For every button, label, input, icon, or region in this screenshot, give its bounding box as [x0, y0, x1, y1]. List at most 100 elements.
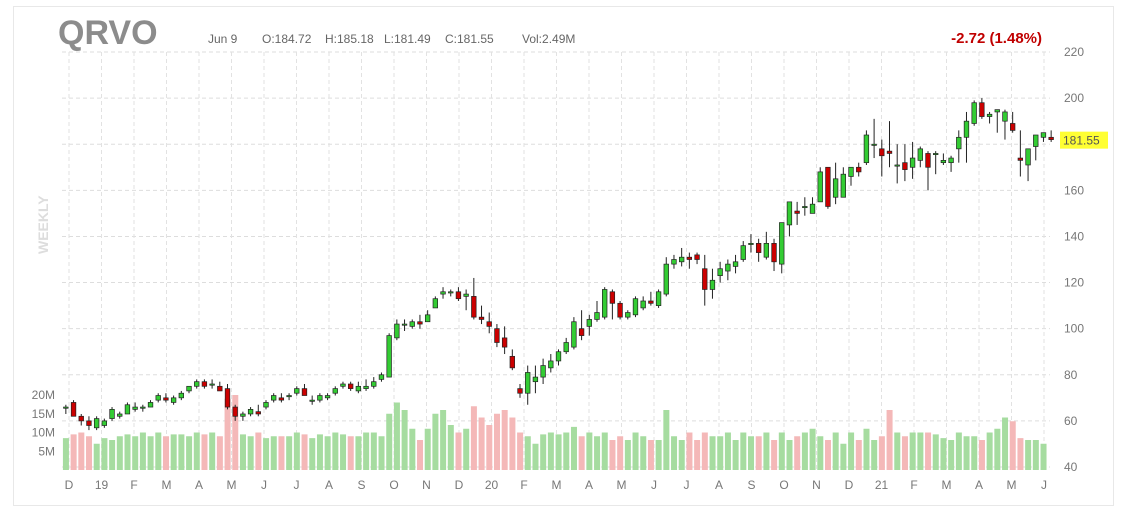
candle-body	[378, 374, 385, 380]
volume-bar	[124, 434, 131, 470]
volume-bar	[86, 436, 93, 470]
candle	[594, 301, 600, 322]
volume-bar	[478, 417, 485, 470]
candle-body	[948, 157, 954, 164]
volume-bar	[694, 440, 701, 470]
volume-bar	[62, 438, 69, 470]
chart-frame	[13, 6, 1114, 506]
volume-bar	[116, 436, 123, 470]
volume-bar	[270, 436, 277, 470]
volume-bar	[786, 440, 793, 470]
volume-bar	[755, 436, 762, 470]
candle-body	[324, 395, 331, 399]
candle-body	[548, 360, 554, 369]
candle	[1017, 130, 1024, 177]
candle-body	[979, 102, 985, 117]
y-tick-label: 80	[1064, 368, 1078, 382]
candle	[755, 238, 762, 262]
volume-bar	[801, 432, 808, 470]
candle-body	[779, 222, 785, 265]
candle-body	[348, 383, 354, 389]
volume-bar	[778, 432, 785, 470]
candle-body	[694, 254, 700, 260]
candle-body	[909, 157, 916, 168]
candle-body	[278, 397, 285, 401]
volume-bar	[447, 425, 454, 470]
volume-bar	[771, 440, 778, 470]
volume-bar	[832, 432, 839, 470]
candle-body	[717, 268, 723, 276]
candle	[655, 289, 662, 308]
candle-body	[409, 321, 415, 327]
candle	[294, 386, 300, 396]
high-value: H:185.18	[325, 32, 374, 46]
candle-body	[178, 392, 184, 399]
volume-bar	[132, 436, 139, 470]
candle-body	[755, 243, 762, 253]
candle	[617, 301, 623, 320]
candle-body	[271, 395, 277, 401]
candle	[417, 314, 423, 329]
candle-body	[486, 321, 492, 327]
x-tick-label: M	[227, 478, 237, 492]
volume-bar	[209, 432, 216, 470]
candle	[979, 98, 985, 119]
volume-bar	[186, 436, 193, 470]
candle	[1033, 134, 1039, 161]
candle-body	[594, 312, 600, 320]
candle	[301, 384, 308, 396]
x-tick-label: J	[651, 478, 657, 492]
candle	[471, 277, 477, 320]
candle-body	[140, 406, 146, 409]
volume-bar	[540, 434, 547, 470]
candle	[602, 287, 608, 320]
candle	[802, 197, 808, 216]
volume-bar	[255, 432, 262, 470]
x-tick-label: O	[779, 478, 788, 492]
candle-body	[925, 153, 931, 168]
volume-bar	[570, 426, 577, 470]
candle	[278, 393, 285, 403]
candle	[201, 379, 208, 389]
y-tick-label: 160	[1064, 183, 1084, 197]
volume-bar	[409, 428, 416, 470]
candle-body	[956, 136, 962, 150]
candle	[632, 296, 639, 318]
candle-body	[640, 300, 646, 309]
volume-bar	[871, 440, 878, 470]
candle-body	[509, 355, 515, 369]
volume-bar	[109, 440, 116, 470]
volume-bar	[370, 432, 377, 470]
candle	[147, 400, 154, 408]
candle	[817, 167, 823, 203]
candle-body	[809, 203, 816, 214]
candle	[886, 121, 893, 168]
candle	[894, 144, 900, 184]
candle	[1040, 132, 1047, 142]
volume-bar	[609, 440, 616, 470]
volume-bar	[547, 432, 554, 470]
candle	[371, 377, 377, 389]
candle-body	[463, 293, 469, 297]
x-tick-label: M	[552, 478, 562, 492]
candle-body	[617, 302, 623, 318]
candle	[78, 413, 84, 426]
x-tick-label: O	[389, 478, 398, 492]
x-tick-label: S	[747, 478, 755, 492]
x-tick-label: 19	[95, 478, 109, 492]
x-tick-label: F	[910, 478, 917, 492]
candle-body	[709, 279, 716, 290]
candle	[70, 400, 77, 417]
candle-body	[63, 406, 69, 409]
candle-body	[848, 166, 854, 177]
volume-bar	[963, 436, 970, 470]
candle-body	[632, 298, 639, 316]
candle-body	[355, 385, 362, 392]
volume-bar	[955, 432, 962, 470]
candle	[517, 384, 523, 398]
candle	[663, 257, 669, 297]
x-tick-label: 20	[485, 478, 499, 492]
candle	[109, 407, 115, 421]
candle-body	[963, 120, 970, 138]
candle-body	[655, 291, 662, 306]
